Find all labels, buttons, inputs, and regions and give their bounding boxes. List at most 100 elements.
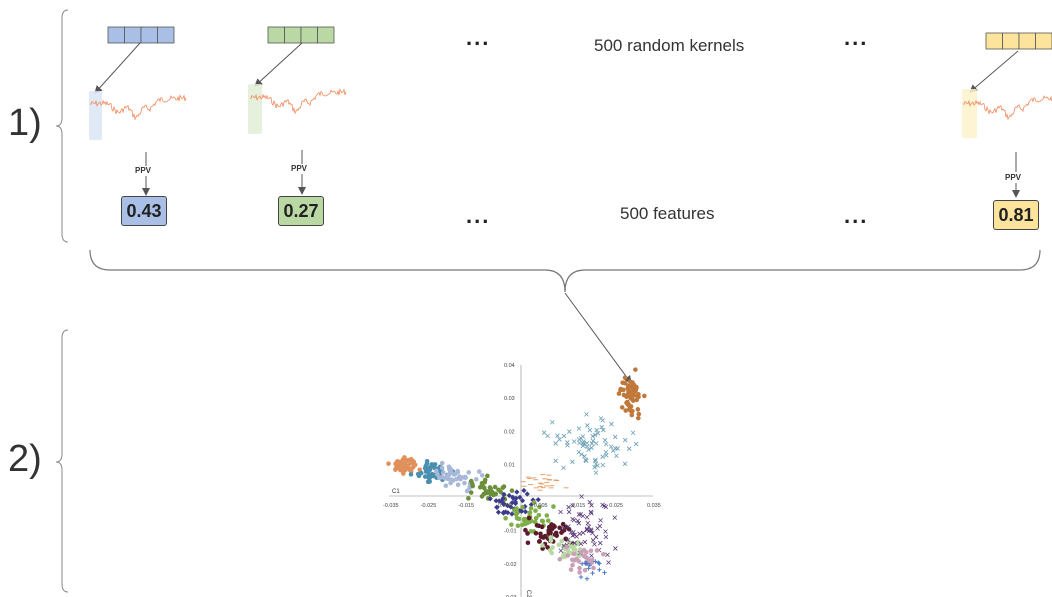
scatter-point xyxy=(485,473,490,479)
scatter-point xyxy=(600,454,605,459)
scatter-point xyxy=(584,514,590,520)
kernel-group-3 xyxy=(962,32,1052,198)
scatter-point xyxy=(577,565,582,571)
scatter-point xyxy=(578,512,583,517)
kernel-cell xyxy=(107,26,125,44)
scatter-point xyxy=(626,446,632,451)
step2-brace xyxy=(55,329,69,593)
scatter-point xyxy=(609,421,614,427)
scatter-point xyxy=(586,447,591,453)
scatter-point xyxy=(565,548,571,554)
scatter-point xyxy=(580,434,586,439)
scatter-point xyxy=(630,392,636,398)
scatter-point xyxy=(592,458,598,464)
scatter-point xyxy=(480,484,486,489)
scatter-point xyxy=(561,526,567,531)
scatter-point xyxy=(622,461,628,467)
x-tick-label: -0.015 xyxy=(458,503,474,509)
scatter-point xyxy=(439,465,445,471)
scatter-point xyxy=(602,437,608,443)
scatter-point xyxy=(558,548,564,553)
scatter-point xyxy=(557,437,562,442)
scatter-point xyxy=(455,469,461,475)
scatter-point xyxy=(402,455,407,460)
scatter-point xyxy=(536,539,542,544)
scatter-point xyxy=(448,480,453,486)
features-brace xyxy=(89,249,1041,293)
scatter-point xyxy=(590,538,596,543)
scatter-point xyxy=(588,527,594,533)
scatter-point xyxy=(584,440,590,446)
scatter-point xyxy=(515,523,521,529)
scatter-plot: -0.035 -0.025 -0.015 -0.005 0.005 0.015 0.025 0… xyxy=(383,363,661,597)
scatter-point xyxy=(496,487,501,493)
scatter-point xyxy=(514,510,520,516)
brace-to-cluster-arrow xyxy=(564,292,632,384)
kernel-cells-3 xyxy=(985,32,1052,50)
scatter-point xyxy=(506,492,512,499)
x-tick-label: -0.005 xyxy=(496,503,512,509)
scatter-point xyxy=(495,509,502,515)
scatter-point xyxy=(588,509,594,515)
scatter-point xyxy=(597,567,602,572)
scatter-point xyxy=(636,411,642,417)
scatter-point xyxy=(473,477,479,482)
scatter-point xyxy=(522,503,528,510)
scatter-point xyxy=(517,494,523,501)
kernel-cell xyxy=(1002,32,1020,50)
scatter-point xyxy=(504,503,511,509)
scatter-point xyxy=(545,518,551,523)
scatter-point xyxy=(425,479,431,485)
scatter-point xyxy=(561,433,567,439)
scatter-point xyxy=(470,483,476,489)
scatter-point xyxy=(505,510,511,516)
scatter-point xyxy=(600,462,606,468)
scatter-point xyxy=(633,367,638,372)
kernel-group-2 xyxy=(248,26,347,195)
kernel-window-3 xyxy=(962,89,977,138)
kernel-cell xyxy=(124,26,142,44)
scatter-point xyxy=(566,504,571,510)
feature-value-1: 0.43 xyxy=(121,196,167,226)
scatter-point xyxy=(509,522,514,527)
scatter-point xyxy=(627,379,633,384)
scatter-point xyxy=(514,489,520,495)
scatter-point xyxy=(592,541,597,547)
scatter-point xyxy=(554,533,560,538)
scatter-point xyxy=(479,494,485,499)
scatter-point xyxy=(539,524,545,530)
scatter-point xyxy=(622,375,628,380)
scatter-point xyxy=(587,499,593,505)
scatter-point xyxy=(480,473,485,478)
scatter-point xyxy=(572,547,578,553)
scatter-point xyxy=(443,483,449,489)
scatter-point xyxy=(538,531,543,537)
scatter-point xyxy=(521,516,527,522)
scatter-point xyxy=(559,538,565,544)
scatter-point xyxy=(466,470,472,475)
scatter-point xyxy=(482,477,488,483)
y-tick-label: 0.01 xyxy=(504,462,515,468)
scatter-point xyxy=(603,534,609,540)
scatter-point xyxy=(630,430,636,436)
scatter-point xyxy=(629,383,635,388)
scatter-point xyxy=(594,548,600,553)
time-series-2 xyxy=(249,88,347,115)
scatter-point xyxy=(565,537,571,543)
x-tick-label: 0.005 xyxy=(534,503,548,509)
scatter-point xyxy=(533,530,539,536)
scatter-point xyxy=(584,412,589,417)
scatter-point xyxy=(606,560,611,565)
y-tick-label: 0.04 xyxy=(504,363,515,369)
scatter-point xyxy=(444,476,450,481)
scatter-point xyxy=(500,495,506,501)
kernel-cell xyxy=(317,26,335,44)
scatter-point xyxy=(577,531,582,537)
scatter-point xyxy=(513,495,519,501)
scatter-point xyxy=(570,503,575,508)
kernel-cell xyxy=(157,26,175,44)
scatter-point xyxy=(577,570,582,575)
scatter-point xyxy=(585,423,590,428)
kernel-cell xyxy=(267,26,285,44)
kernels-caption: 500 random kernels xyxy=(594,36,745,55)
